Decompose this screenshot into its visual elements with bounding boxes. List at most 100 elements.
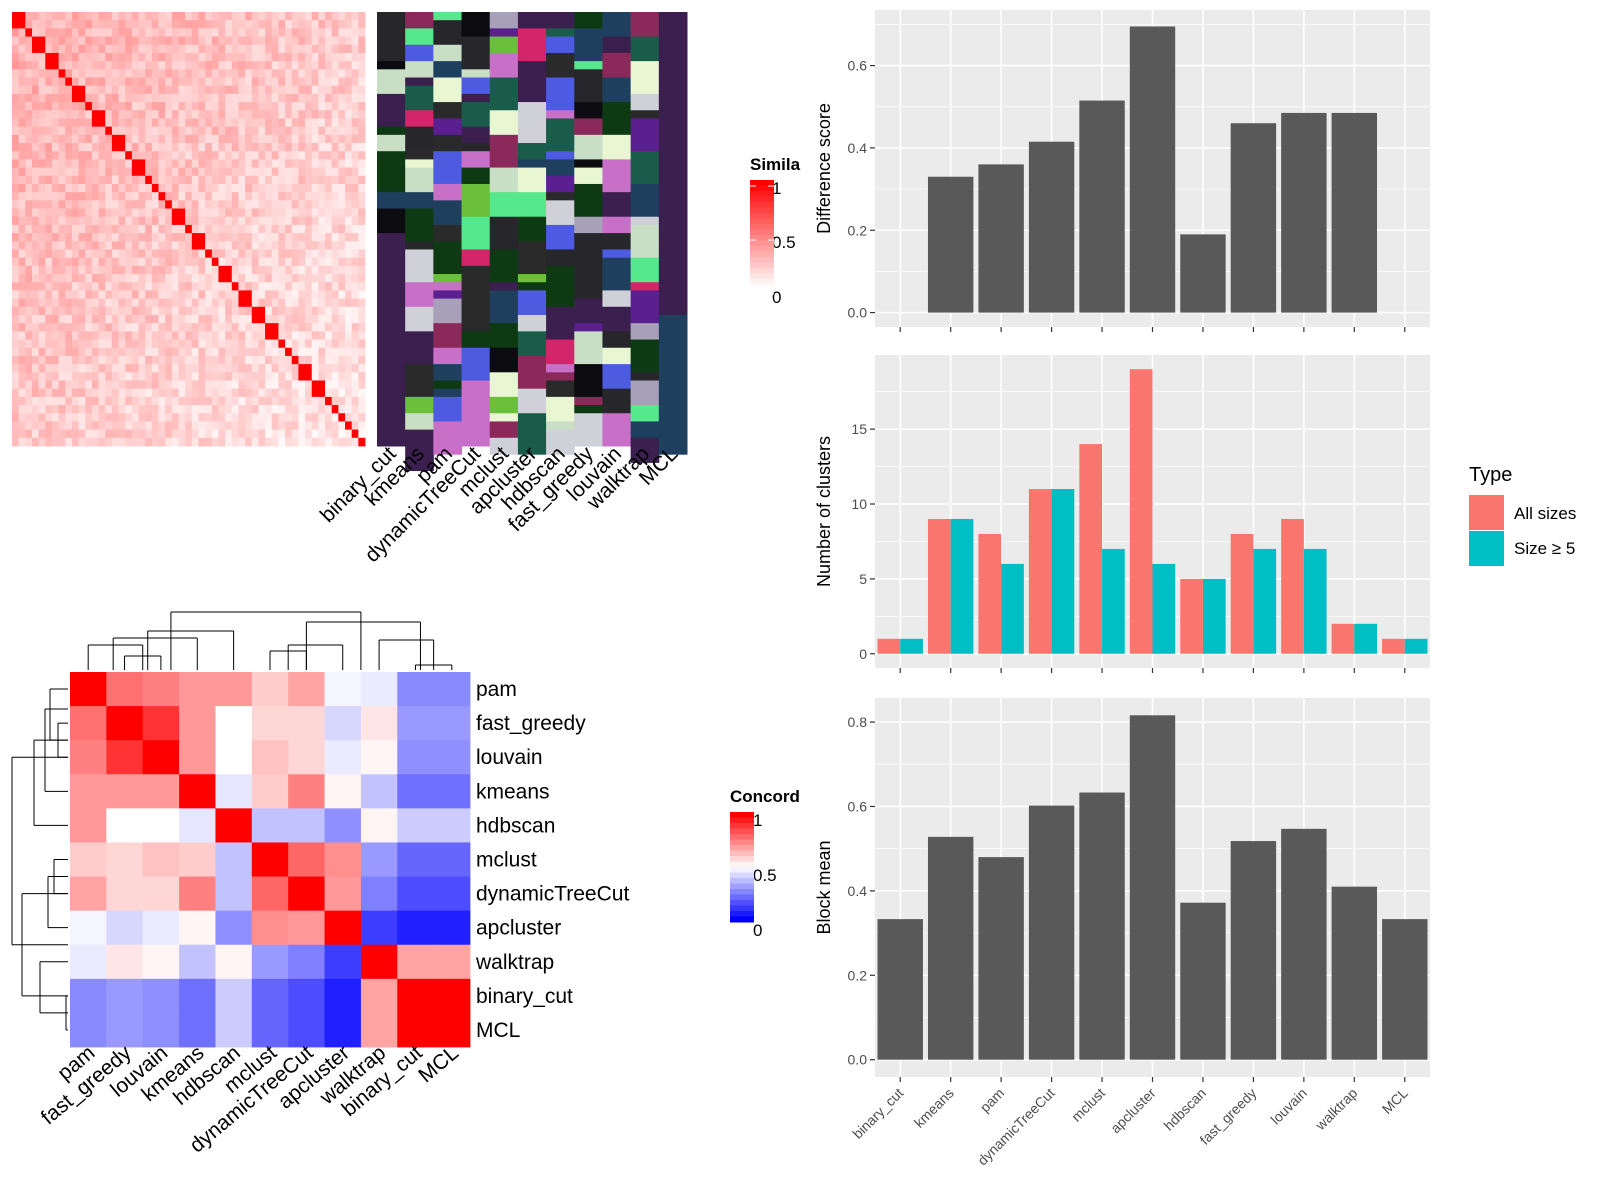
similarity-cell xyxy=(205,12,213,21)
similarity-cell xyxy=(271,151,279,160)
similarity-cell xyxy=(91,118,99,128)
similarity-cell xyxy=(78,355,86,365)
membership-cell xyxy=(461,167,491,185)
similarity-cell xyxy=(198,331,206,340)
membership-cell xyxy=(377,151,406,160)
similarity-cell xyxy=(51,405,60,414)
similarity-cell xyxy=(111,282,119,291)
similarity-cell xyxy=(91,85,99,95)
similarity-cell xyxy=(165,192,173,201)
similarity-cell xyxy=(105,331,113,340)
similarity-cell xyxy=(65,249,73,259)
similarity-cell xyxy=(271,28,279,37)
similarity-cell xyxy=(71,380,79,390)
similarity-cell xyxy=(12,12,20,21)
concordance-row-label: mclust xyxy=(476,849,537,872)
concordance-cell xyxy=(106,808,144,843)
similarity-cell xyxy=(231,274,239,283)
similarity-cell xyxy=(125,265,133,275)
similarity-cell xyxy=(151,257,159,267)
similarity-cell xyxy=(318,265,326,275)
similarity-cell xyxy=(118,52,126,62)
bar xyxy=(1253,548,1277,654)
similarity-cell xyxy=(185,274,193,283)
similarity-cell xyxy=(138,314,146,324)
similarity-cell xyxy=(298,61,306,70)
similarity-cell xyxy=(58,405,66,414)
similarity-cell xyxy=(158,208,166,218)
similarity-cell xyxy=(151,28,159,37)
similarity-cell xyxy=(338,12,346,21)
similarity-cell xyxy=(211,364,219,373)
similarity-cell xyxy=(58,143,66,152)
membership-cell xyxy=(489,216,519,250)
concordance-cell xyxy=(215,672,253,707)
similarity-cell xyxy=(298,93,306,103)
similarity-cell xyxy=(225,241,233,250)
similarity-cell xyxy=(45,200,53,209)
similarity-cell xyxy=(158,85,166,95)
similarity-cell xyxy=(245,85,253,95)
similarity-cell xyxy=(25,347,33,357)
membership-cell xyxy=(630,405,660,422)
membership-cell xyxy=(433,224,463,242)
similarity-cell xyxy=(165,224,173,234)
membership-cell xyxy=(433,134,463,152)
similarity-cell xyxy=(285,28,293,37)
similarity-cell xyxy=(211,159,219,168)
similarity-cell xyxy=(51,339,60,349)
concordance-cell xyxy=(251,740,289,775)
similarity-cell xyxy=(111,200,119,209)
similarity-cell xyxy=(285,134,293,144)
similarity-cell xyxy=(351,200,359,209)
similarity-cell xyxy=(238,175,246,185)
similarity-cell xyxy=(298,224,306,234)
similarity-cell xyxy=(318,249,326,259)
similarity-cell xyxy=(225,85,233,95)
similarity-cell xyxy=(258,241,266,250)
similarity-cell xyxy=(138,413,146,422)
similarity-cell xyxy=(131,216,139,226)
similarity-cell xyxy=(51,429,60,439)
membership-cell xyxy=(574,413,603,447)
similarity-cell xyxy=(165,134,173,144)
similarity-cell xyxy=(191,52,199,62)
similarity-cell xyxy=(25,20,33,29)
similarity-cell xyxy=(305,20,313,29)
similarity-cell xyxy=(238,159,246,168)
similarity-cell xyxy=(231,175,239,185)
similarity-cell xyxy=(351,388,359,398)
similarity-cell xyxy=(51,265,60,275)
concordance-cell xyxy=(288,672,325,707)
similarity-cell xyxy=(118,44,126,54)
similarity-cell xyxy=(12,355,20,365)
membership-cell xyxy=(574,331,603,365)
similarity-cell xyxy=(51,241,60,250)
similarity-cell xyxy=(218,52,226,62)
concordance-cell xyxy=(179,672,216,707)
similarity-heatmap xyxy=(12,12,366,447)
similarity-cell xyxy=(305,224,313,234)
membership-cell xyxy=(574,265,603,300)
similarity-cell xyxy=(278,274,286,283)
similarity-cell xyxy=(218,12,226,21)
similarity-cell xyxy=(65,331,73,340)
concordance-cell xyxy=(360,910,398,946)
similarity-cell xyxy=(271,36,279,46)
similarity-cell xyxy=(318,69,326,78)
similarity-cell xyxy=(298,110,306,119)
similarity-cell xyxy=(325,396,333,406)
membership-cell xyxy=(517,388,547,414)
similarity-cell xyxy=(285,364,293,373)
similarity-cell xyxy=(305,200,313,209)
similarity-cell xyxy=(258,159,266,168)
similarity-cell xyxy=(265,44,273,54)
similarity-cell xyxy=(178,364,186,373)
similarity-cell xyxy=(265,36,273,46)
similarity-cell xyxy=(238,85,246,95)
similarity-cell xyxy=(198,159,206,168)
similarity-cell xyxy=(12,167,20,177)
similarity-cell xyxy=(331,28,339,37)
similarity-cell xyxy=(218,93,226,103)
y-tick-label: 0.0 xyxy=(848,1052,868,1068)
